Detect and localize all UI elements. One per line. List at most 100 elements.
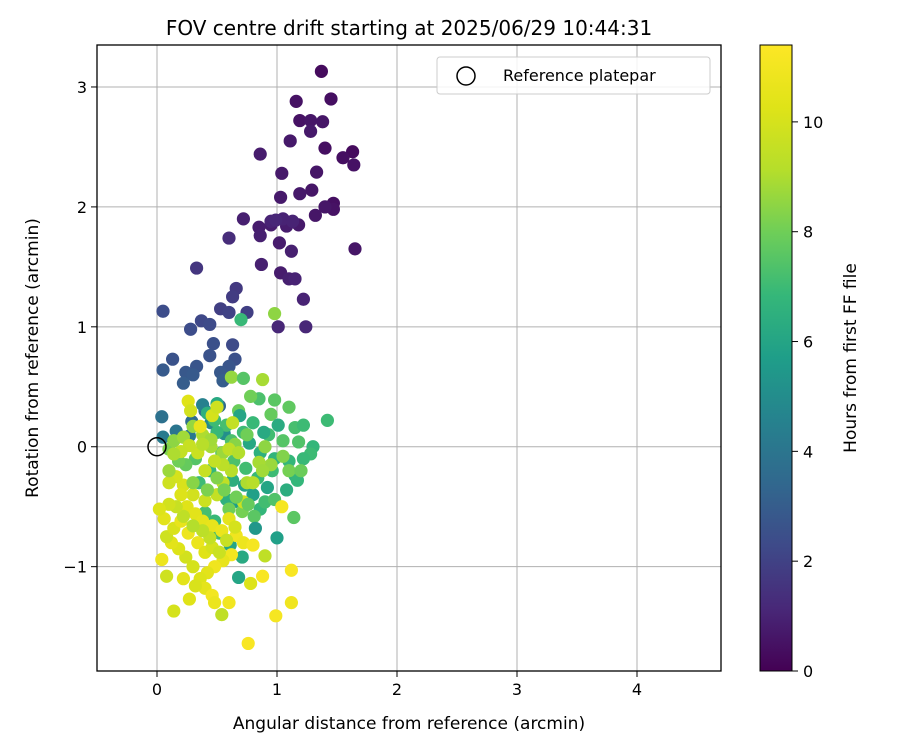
colorbar-tick-label: 6 — [803, 333, 813, 352]
colorbar: 0 2 4 6 8 10 Hours from first FF file — [759, 44, 861, 681]
data-point — [296, 452, 310, 466]
data-point — [269, 213, 283, 227]
y-tick-label: −1 — [63, 558, 87, 577]
data-point — [246, 416, 260, 430]
legend-marker — [456, 66, 476, 86]
data-point — [186, 519, 200, 533]
data-point — [226, 338, 240, 352]
x-tick-label: 3 — [512, 680, 522, 699]
data-point — [284, 244, 298, 258]
data-point — [208, 596, 222, 610]
legend-box — [436, 56, 711, 95]
data-point — [212, 545, 226, 559]
data-point — [198, 464, 212, 478]
data-point — [184, 322, 198, 336]
grid-lines — [97, 45, 721, 671]
data-point — [186, 476, 200, 490]
data-point — [184, 404, 198, 418]
data-point — [167, 604, 181, 618]
data-point — [206, 337, 220, 351]
data-point — [198, 494, 212, 508]
data-point — [246, 476, 260, 490]
data-point — [162, 476, 176, 490]
colorbar-tick-label: 0 — [803, 662, 813, 681]
data-point — [156, 363, 170, 377]
plot-frame — [96, 44, 722, 672]
data-point — [271, 320, 285, 334]
chart-title: FOV centre drift starting at 2025/06/29 … — [166, 16, 652, 40]
data-point — [289, 94, 303, 108]
data-point — [268, 307, 282, 321]
data-point — [200, 483, 214, 497]
data-point — [346, 145, 360, 159]
data-point — [174, 488, 188, 502]
data-point — [270, 531, 284, 545]
data-point — [232, 446, 246, 460]
data-point — [258, 440, 272, 454]
data-point — [229, 490, 243, 504]
data-point — [160, 569, 174, 583]
data-point — [236, 371, 250, 385]
data-point — [188, 579, 202, 593]
colorbar-label: Hours from first FF file — [841, 263, 861, 453]
data-point — [236, 212, 250, 226]
data-point — [316, 115, 330, 129]
data-point — [222, 502, 236, 516]
reference-point-marker — [147, 436, 167, 457]
x-tick-label: 1 — [272, 680, 282, 699]
data-point — [283, 134, 297, 148]
data-point — [234, 313, 248, 327]
data-point — [336, 151, 350, 165]
data-point — [318, 141, 332, 155]
data-point — [217, 483, 231, 497]
data-point — [272, 236, 286, 250]
data-point — [271, 418, 285, 432]
data-point — [152, 502, 166, 516]
data-point — [292, 435, 306, 449]
data-point — [274, 190, 288, 204]
data-point — [318, 200, 332, 214]
legend-label-reference: Reference platepar — [503, 66, 656, 85]
data-point — [269, 609, 283, 623]
x-tick-label: 4 — [632, 680, 642, 699]
data-point — [320, 413, 334, 427]
data-point — [190, 261, 204, 275]
data-point — [253, 229, 267, 243]
x-axis-title: Angular distance from reference (arcmin) — [233, 714, 585, 734]
data-point — [299, 320, 313, 334]
data-point — [304, 113, 318, 128]
data-point — [210, 471, 224, 485]
data-point — [296, 292, 310, 306]
data-point — [256, 569, 270, 583]
data-point — [256, 464, 270, 478]
data-point — [203, 349, 217, 363]
data-point — [176, 376, 190, 390]
colorbar-gradient — [759, 44, 793, 672]
data-point — [247, 509, 261, 523]
data-point — [156, 430, 170, 444]
data-point — [240, 428, 254, 442]
data-point — [275, 166, 289, 180]
data-point — [176, 572, 190, 586]
data-point — [182, 592, 196, 606]
data-point — [222, 596, 236, 610]
data-point — [226, 290, 240, 304]
data-point — [186, 488, 200, 502]
data-point — [244, 576, 258, 591]
data-point — [228, 520, 242, 534]
data-point — [260, 480, 274, 495]
scatter-points — [152, 64, 362, 651]
data-point — [284, 563, 298, 577]
data-point — [222, 231, 236, 245]
data-point — [287, 510, 301, 525]
data-point — [268, 393, 282, 407]
data-point — [196, 437, 210, 451]
y-tick-label: 2 — [77, 198, 87, 217]
y-tick-label: 1 — [77, 318, 87, 337]
data-point — [310, 165, 324, 179]
colorbar-tick-label: 4 — [803, 442, 813, 461]
data-point — [256, 372, 270, 387]
data-point — [224, 370, 238, 384]
data-point — [314, 64, 328, 78]
